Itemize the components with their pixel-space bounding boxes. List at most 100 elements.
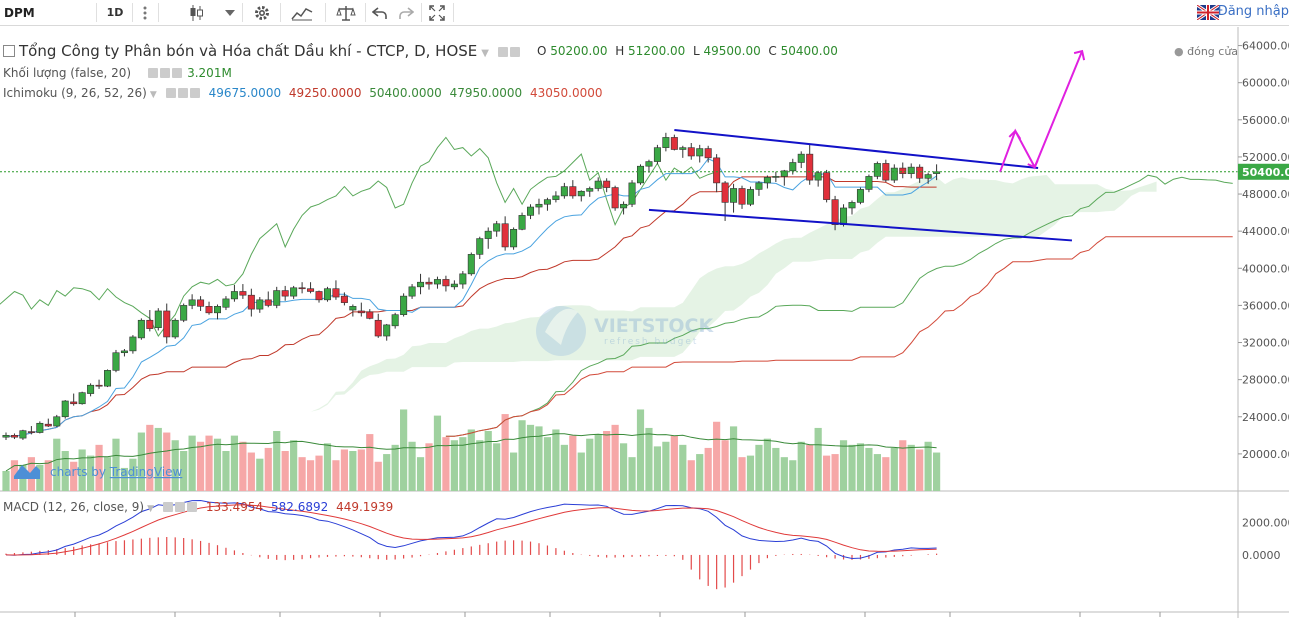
candlesticks [2, 132, 941, 440]
candle [527, 204, 535, 220]
candle-body [899, 167, 907, 174]
price-tick-label: 60000.00 [1242, 77, 1289, 90]
symbol-search[interactable]: DPM [4, 0, 64, 25]
candle-body [907, 166, 915, 174]
watermark-brand: VIETSTOCK [594, 315, 714, 337]
signal-line [5, 504, 937, 556]
candle [755, 181, 763, 196]
candle-body [543, 199, 551, 205]
interval-label: 1D [106, 6, 124, 19]
candle-body [112, 352, 120, 371]
volume-indicator-name: Khối lượng (false, 20) [3, 66, 132, 80]
candle-style-icon[interactable] [184, 0, 210, 25]
candle-body [569, 186, 577, 197]
price-tick-label: 48000.00 [1242, 188, 1289, 201]
chevron-down-icon[interactable]: ▼ [481, 48, 489, 59]
volume-bar [535, 426, 543, 491]
candle [873, 161, 881, 180]
candle [374, 313, 382, 338]
toolbar-divider [132, 3, 133, 22]
candle [163, 303, 171, 344]
candle [222, 296, 230, 311]
toolbar-divider [242, 3, 243, 22]
candle-body [730, 188, 738, 203]
candle [806, 143, 814, 185]
login-link[interactable]: Đăng nhập [1217, 4, 1289, 19]
ichimoku-legend: Ichimoku (9, 26, 52, 26) ▼ 49675.0000 492… [3, 86, 603, 100]
candle-body [171, 319, 179, 338]
chevron-down-icon[interactable]: ▼ [149, 90, 157, 100]
indicators-icon[interactable] [287, 0, 317, 25]
candle-body [104, 370, 112, 387]
candle [44, 418, 52, 427]
volume-bar [400, 409, 408, 491]
candle [899, 162, 907, 179]
candle-body [831, 199, 839, 225]
candle-body [467, 254, 475, 275]
volume-bar [171, 440, 179, 491]
candle-body [577, 190, 585, 197]
collapse-checkbox[interactable] [3, 45, 15, 57]
candle [535, 198, 543, 215]
volume-bar [780, 457, 788, 491]
candle [679, 145, 687, 158]
macd-indicator-name: MACD (12, 26, close, 9) [3, 500, 145, 514]
candle [611, 185, 619, 211]
candle [247, 288, 255, 317]
candle [36, 421, 44, 434]
candle-body [823, 172, 831, 200]
toolbar-divider [96, 3, 97, 22]
candle [696, 144, 704, 163]
volume-bar [256, 458, 264, 491]
candle [425, 277, 433, 290]
volume-bar [619, 443, 628, 491]
candle-body [408, 286, 416, 297]
legend-actions[interactable] [497, 42, 521, 60]
candle [70, 393, 78, 406]
volume-bar [797, 441, 805, 491]
legend-actions[interactable] [147, 66, 183, 80]
candle-body [611, 187, 619, 209]
volume-bar [484, 431, 492, 491]
macd-tick-label: 0.0000 [1242, 549, 1281, 562]
candle-body [713, 157, 721, 184]
candle [214, 304, 222, 320]
macd-line [5, 499, 937, 560]
macd-value: 582.6892 [270, 500, 329, 514]
redo-icon[interactable] [395, 0, 417, 25]
volume-bar [442, 437, 450, 491]
lower-channel-line [648, 208, 1073, 242]
candle-body [281, 290, 289, 297]
volume-bar [746, 455, 755, 491]
candle-body [450, 283, 458, 288]
volume-bar [763, 438, 771, 491]
uk-flag-icon[interactable] [1197, 5, 1219, 20]
span-a-value: 47950.0000 [449, 86, 523, 100]
volume-bar [70, 461, 78, 491]
toolbar-divider [453, 3, 454, 22]
candle-body [459, 273, 467, 285]
candle-body [780, 170, 788, 177]
volume-bar [467, 429, 475, 491]
candle [146, 310, 154, 332]
close-legend: ● đóng cửa [1174, 45, 1239, 58]
volume-bar [907, 444, 915, 491]
gear-icon[interactable] [249, 0, 275, 25]
close-value: 50400.00 [780, 44, 838, 58]
candle [620, 201, 628, 215]
volume-bar [628, 457, 636, 491]
volume-bar [357, 449, 365, 491]
undo-icon[interactable] [369, 0, 391, 25]
more-vertical-icon[interactable] [136, 0, 154, 25]
chevron-down-icon[interactable]: ▼ [147, 504, 155, 514]
compare-scale-icon[interactable] [333, 0, 359, 25]
legend-actions[interactable] [162, 500, 198, 514]
legend-actions[interactable] [165, 86, 201, 100]
candle [586, 186, 594, 197]
chevron-down-icon[interactable] [222, 0, 238, 25]
candle [569, 180, 577, 199]
interval-button[interactable]: 1D [100, 0, 130, 25]
candle-body [61, 400, 69, 418]
fullscreen-icon[interactable] [425, 0, 449, 25]
